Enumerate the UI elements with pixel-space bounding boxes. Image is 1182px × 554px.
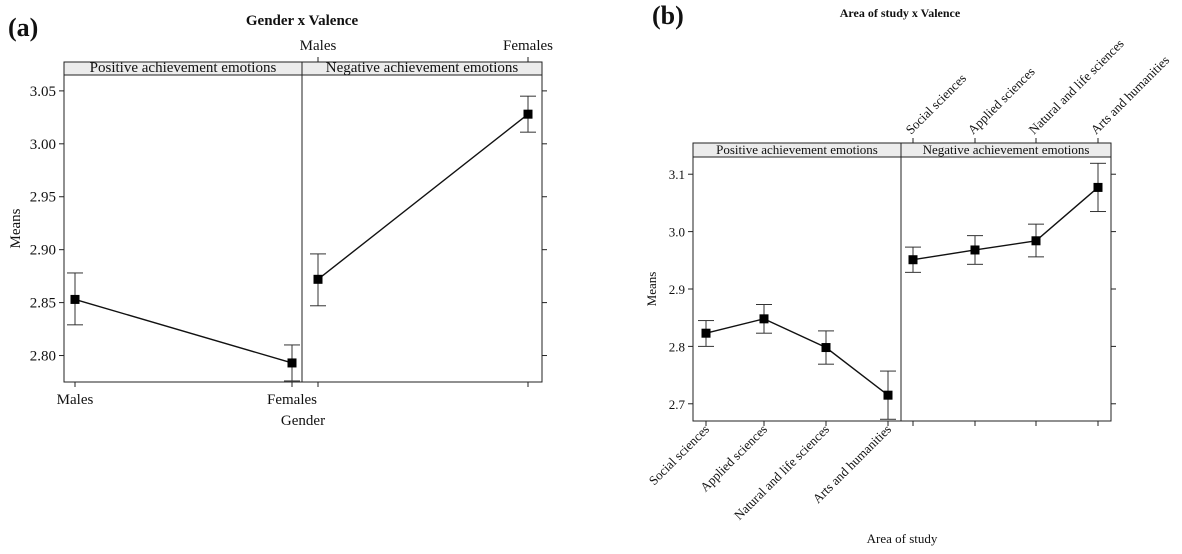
y-tick-label-a: 2.95 bbox=[30, 190, 56, 206]
y-tick-label-a: 3.00 bbox=[30, 137, 56, 153]
x-tick-label-bottom-a: Males bbox=[57, 392, 94, 408]
plot-frame-a bbox=[63, 74, 543, 383]
y-tick-label-a: 2.85 bbox=[30, 296, 56, 312]
y-axis-label-a: Means bbox=[8, 208, 24, 248]
y-tick-label-b: 2.7 bbox=[669, 397, 686, 412]
series-line-b-1 bbox=[912, 186, 1099, 261]
data-point bbox=[287, 358, 297, 368]
panel-tag-a: (a) bbox=[8, 13, 38, 42]
y-tick-label-b: 3.0 bbox=[669, 225, 685, 240]
data-point bbox=[883, 390, 893, 400]
x-axis-label-b: Area of study bbox=[867, 531, 938, 546]
x-tick-label-top-a: Males bbox=[300, 38, 337, 54]
facet-label-b-1: Negative achievement emotions bbox=[923, 142, 1090, 157]
y-axis-label-b: Means bbox=[644, 272, 659, 307]
data-point bbox=[523, 109, 533, 119]
x-tick-label-bottom-a: Females bbox=[267, 392, 317, 408]
data-point bbox=[908, 255, 918, 265]
facet-label-b-0: Positive achievement emotions bbox=[716, 142, 878, 157]
data-point bbox=[701, 328, 711, 338]
plot-frame-b bbox=[692, 156, 1112, 422]
data-point bbox=[70, 294, 80, 304]
facet-label-a-1: Negative achievement emotions bbox=[326, 60, 519, 76]
data-point bbox=[313, 274, 323, 284]
x-tick-label-top-b: Social sciences bbox=[903, 71, 970, 138]
series-line-b-0 bbox=[705, 318, 889, 396]
y-tick-label-a: 2.90 bbox=[30, 243, 56, 259]
panel-tag-b: (b) bbox=[652, 1, 684, 30]
y-tick-label-b: 2.9 bbox=[669, 282, 685, 297]
y-tick-label-b: 2.8 bbox=[669, 339, 685, 354]
chart-title-a: Gender x Valence bbox=[246, 13, 359, 29]
data-point bbox=[1093, 182, 1103, 192]
x-axis-label-a: Gender bbox=[281, 413, 325, 429]
data-point bbox=[759, 314, 769, 324]
y-tick-label-a: 2.80 bbox=[30, 349, 56, 365]
series-line-a-0 bbox=[74, 298, 293, 364]
y-tick-label-b: 3.1 bbox=[669, 167, 685, 182]
x-tick-label-top-a: Females bbox=[503, 38, 553, 54]
series-line-a-1 bbox=[317, 113, 529, 280]
data-point bbox=[1031, 236, 1041, 246]
data-point bbox=[821, 343, 831, 353]
chart-title-b: Area of study x Valence bbox=[840, 6, 961, 20]
data-point bbox=[970, 245, 980, 255]
y-tick-label-a: 3.05 bbox=[30, 84, 56, 100]
facet-label-a-0: Positive achievement emotions bbox=[90, 60, 277, 76]
